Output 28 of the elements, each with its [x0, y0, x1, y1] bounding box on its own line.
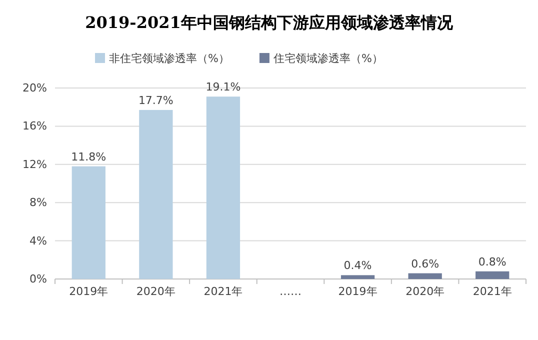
bar — [72, 166, 106, 279]
x-tick-label: 2021年 — [472, 284, 512, 298]
chart-title: 2019-2021年中国钢结构下游应用领域渗透率情况 — [85, 13, 454, 32]
x-tick-label: …… — [280, 284, 302, 298]
bar — [340, 275, 375, 279]
data-label: 0.8% — [478, 255, 506, 268]
x-tick-label: 2021年 — [204, 284, 243, 298]
data-label: 17.7% — [138, 94, 174, 107]
y-tick-label: 0% — [30, 272, 47, 286]
data-label: 11.8% — [71, 150, 106, 164]
y-tick-label: 12% — [22, 158, 47, 171]
data-label: 0.6% — [411, 257, 440, 270]
x-tick-label: 2019年 — [338, 284, 378, 298]
y-tick-label: 4% — [30, 234, 47, 248]
y-tick-label: 8% — [30, 196, 47, 210]
legend-label: 住宅领域渗透率（%） — [273, 52, 383, 65]
x-tick-label: 2020年 — [136, 284, 176, 298]
bar — [476, 271, 510, 279]
bar — [408, 273, 442, 279]
x-tick-label: 2020年 — [406, 284, 445, 298]
y-tick-label: 20% — [22, 82, 47, 95]
data-label: 0.4% — [344, 259, 372, 272]
x-tick-label: 2019年 — [69, 284, 108, 298]
bar — [139, 110, 173, 279]
data-label: 19.1% — [206, 80, 241, 94]
legend-label: 非住宅领域渗透率（%） — [109, 52, 230, 65]
bar — [206, 96, 240, 279]
y-tick-label: 16% — [22, 120, 47, 133]
